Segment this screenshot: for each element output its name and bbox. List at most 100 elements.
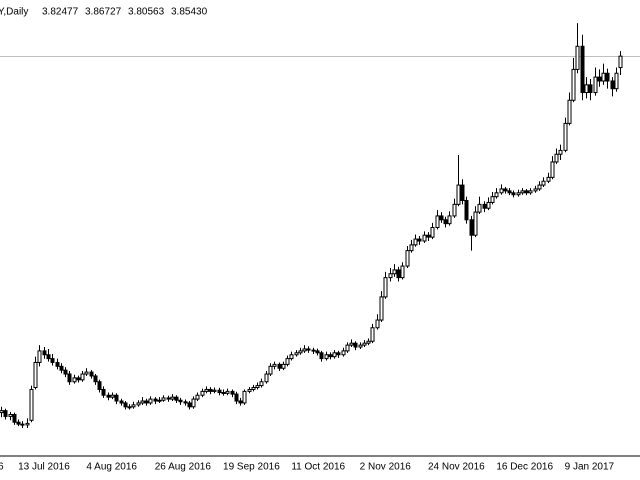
candle-body <box>392 269 397 275</box>
candle-body <box>537 184 542 190</box>
x-tick-label: 19 Sep 2016 <box>223 462 280 473</box>
candle-body <box>494 192 499 198</box>
candle-body <box>558 149 563 155</box>
candle-body <box>97 381 102 390</box>
candle-body <box>499 188 504 194</box>
candle-body <box>238 400 243 404</box>
candle-body <box>294 352 299 356</box>
candle-body <box>405 250 410 267</box>
candle-body <box>503 188 508 192</box>
candle-body <box>315 350 320 354</box>
x-tick-label: 4 Aug 2016 <box>86 462 137 473</box>
candle-body <box>25 422 30 426</box>
x-tick-label: 11 Oct 2016 <box>291 462 345 473</box>
candle-body <box>541 180 546 186</box>
candle-body <box>460 184 465 202</box>
x-tick-label: 2 Nov 2016 <box>360 462 412 473</box>
candle-body <box>127 406 132 409</box>
candle-body <box>388 273 393 279</box>
candle-body <box>379 296 384 321</box>
candle-body <box>482 203 487 209</box>
candle-body <box>426 234 431 238</box>
candle-body <box>187 402 192 408</box>
candle-body <box>195 394 200 400</box>
candle-body <box>264 373 269 383</box>
candle-body <box>507 190 512 194</box>
candle-body <box>341 350 346 356</box>
candle-body <box>575 45 580 70</box>
candle-body <box>8 414 13 417</box>
candle-body <box>200 390 205 396</box>
candle-body <box>400 265 405 279</box>
candle-body <box>345 344 350 352</box>
candle-body <box>110 394 115 398</box>
candle-body <box>3 410 8 417</box>
candle-body <box>550 161 555 178</box>
candle-body <box>204 388 209 392</box>
candle-body <box>520 190 525 194</box>
candle-body <box>528 190 533 194</box>
candle-body <box>511 192 516 196</box>
candle-body <box>272 363 277 367</box>
candle-body <box>131 404 136 408</box>
candle-body <box>546 176 551 182</box>
candle-body <box>101 388 106 396</box>
candle-body <box>106 394 111 398</box>
candle-body <box>183 401 188 404</box>
candle-body <box>76 377 81 381</box>
candle-body <box>593 76 598 94</box>
candle-body <box>221 392 226 395</box>
candle-body <box>80 373 85 381</box>
candle-body <box>366 340 371 344</box>
candle-body <box>93 375 98 383</box>
candle-body <box>178 399 183 403</box>
candle-body <box>601 72 606 82</box>
candle-body <box>140 400 145 404</box>
candle-body <box>208 388 213 392</box>
candle-body <box>554 153 559 163</box>
candle-body <box>533 188 538 192</box>
candle-body <box>422 234 427 242</box>
candle-body <box>67 373 72 383</box>
x-tick-label: 26 Aug 2016 <box>155 462 212 473</box>
candle-body <box>259 381 264 387</box>
candle-body <box>319 352 324 360</box>
candle-body <box>396 269 401 279</box>
candle-body <box>42 350 47 356</box>
candle-body <box>353 342 358 348</box>
candle-body <box>157 399 162 402</box>
candle-body <box>469 219 474 236</box>
candle-body <box>89 371 94 377</box>
candle-body <box>37 350 42 363</box>
candle-body <box>148 398 153 404</box>
candle-body <box>230 390 235 395</box>
candle-body <box>580 45 585 94</box>
candle-body <box>302 348 307 352</box>
candle-body <box>610 80 615 90</box>
x-tick-label: 9 Jan 2017 <box>565 462 615 473</box>
candle-body <box>306 348 311 351</box>
candle-body <box>477 203 482 213</box>
candle-body <box>12 414 17 423</box>
candle-body <box>584 84 589 94</box>
high-label: 3.86727 <box>85 7 122 18</box>
candle-body <box>170 396 175 400</box>
candle-body <box>285 358 290 365</box>
candle-body <box>225 390 230 394</box>
candle-body <box>119 400 124 404</box>
low-label: 3.80563 <box>128 7 165 18</box>
candle-body <box>161 397 166 401</box>
candle-body <box>413 238 418 246</box>
candle-body <box>212 389 217 392</box>
candle-body <box>268 365 273 375</box>
candle-body <box>72 377 77 383</box>
candle-body <box>63 369 68 375</box>
candle-body <box>452 203 457 217</box>
candle-body <box>59 365 64 371</box>
candle-body <box>464 200 469 221</box>
candle-body <box>383 277 388 298</box>
candle-body <box>473 211 478 236</box>
candle-body <box>114 394 119 402</box>
candle-body <box>251 387 256 390</box>
